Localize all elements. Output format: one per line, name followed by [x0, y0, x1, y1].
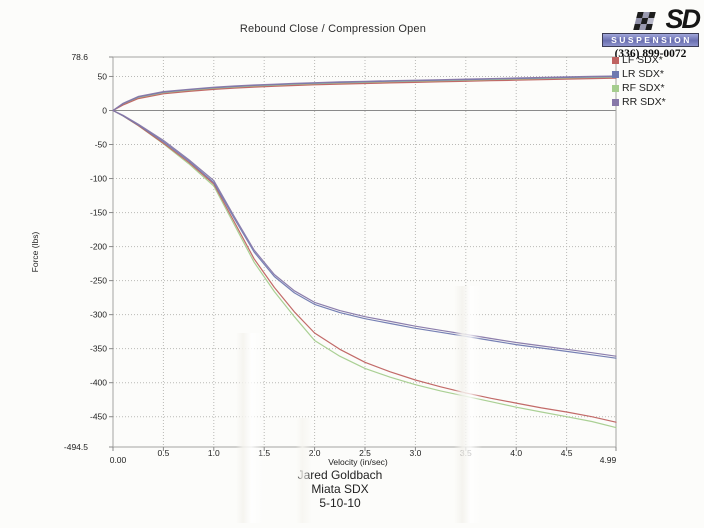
y-tick-label: -450 [90, 412, 107, 422]
y-tick-label: -350 [90, 344, 107, 354]
legend-swatch-rf [612, 84, 619, 92]
x-tick-label: 4.5 [561, 448, 573, 458]
y-axis-title: Force (lbs) [30, 232, 40, 273]
y-tick-label: -100 [90, 174, 107, 184]
logo-tagline: SUSPENSION [602, 33, 699, 47]
y-tick-label: -150 [90, 208, 107, 218]
legend-item-rr: RR SDX* [612, 95, 666, 109]
curve-rr-rebound [112, 75, 617, 112]
x-tick-label: 3.0 [409, 448, 421, 458]
x-tick-label: 4.0 [510, 448, 522, 458]
y-tick-label: 50 [98, 71, 108, 81]
x-tick-label: 3.5 [460, 448, 472, 458]
footer-text: Jared Goldbach Miata SDX 5-10-10 [0, 468, 680, 510]
chart-legend: LF SDX* LR SDX* RF SDX* RR SDX* [612, 53, 666, 109]
logo-phone-number: (336) 899-0072 [614, 48, 687, 60]
legend-swatch-lf [612, 56, 619, 64]
legend-item-lr: LR SDX* [612, 67, 666, 81]
x-tick-label: 2.5 [359, 448, 371, 458]
curve-lf-rebound [112, 77, 617, 112]
x-tick-label: 0.5 [157, 448, 169, 458]
x-axis-title: Velocity (in/sec) [328, 457, 388, 467]
x-tick-label: 1.0 [208, 448, 220, 458]
legend-item-lf: LF SDX* [612, 53, 666, 67]
y-tick-label: -200 [90, 242, 107, 252]
legend-item-rf: RF SDX* [612, 81, 666, 95]
y-tick-label: -250 [90, 276, 107, 286]
curve-lf-compression [112, 109, 617, 423]
legend-swatch-rr [612, 98, 619, 106]
legend-label-rf: RF SDX* [622, 82, 665, 94]
y-tick-label: -50 [95, 140, 108, 150]
sd-suspension-logo: SD SUSPENSION (336) 899-0072 [602, 4, 701, 60]
y-tick-label: -300 [90, 310, 107, 320]
x-tick-label: 0.00 [110, 455, 127, 465]
checkered-flag-icon [633, 12, 657, 30]
footer-shock-model: Miata SDX [311, 482, 369, 496]
legend-label-rr: RR SDX* [622, 96, 666, 108]
logo-top-row: SD [602, 4, 701, 34]
y-tick-label: -494.5 [64, 442, 88, 452]
y-tick-label: 78.6 [71, 52, 88, 62]
chart-title: Rebound Close / Compression Open [239, 23, 427, 35]
curve-rf-rebound [112, 76, 617, 112]
y-tick-label: -400 [90, 378, 107, 388]
y-tick-label: 0 [102, 105, 107, 115]
x-tick-label: 2.0 [309, 448, 321, 458]
logo-brand-text: SD [665, 4, 700, 34]
legend-label-lr: LR SDX* [622, 68, 665, 80]
footer-customer-name: Jared Goldbach [297, 468, 383, 482]
x-tick-label: 1.5 [258, 448, 270, 458]
x-tick-label: 4.99 [600, 455, 617, 465]
legend-label-lf: LF SDX* [622, 54, 663, 66]
footer-date: 5-10-10 [319, 496, 361, 510]
curve-rr-compression [112, 109, 617, 357]
plot-frame [112, 56, 617, 448]
curve-lr-compression [112, 109, 617, 359]
legend-swatch-lr [612, 70, 619, 78]
curve-rf-compression [112, 109, 617, 429]
